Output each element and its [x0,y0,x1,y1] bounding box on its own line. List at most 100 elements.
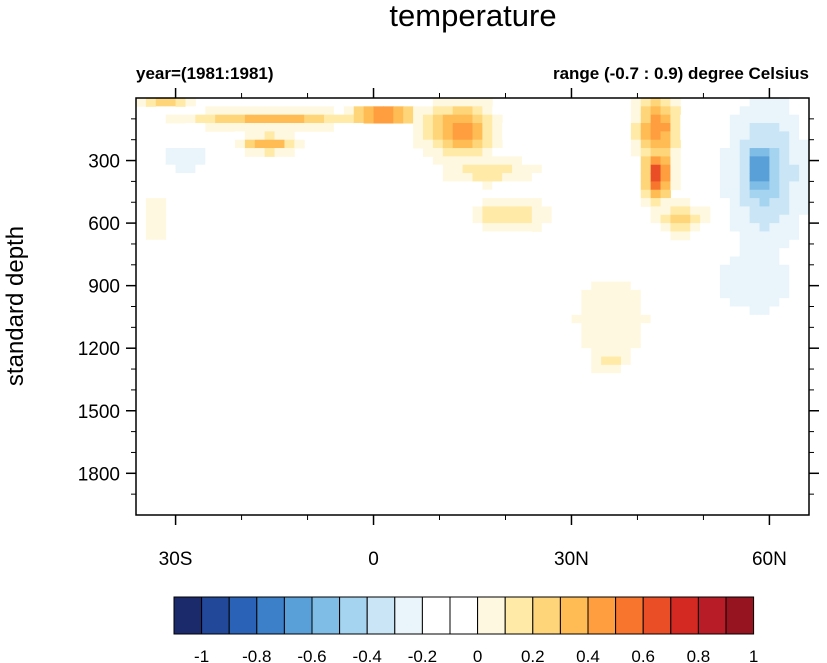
heatmap-cell [799,273,810,282]
heatmap-cell [324,123,335,132]
heatmap-cell [749,298,761,307]
heatmap-cell [601,298,612,307]
heatmap-cell [789,173,800,182]
heatmap-cell [779,206,790,216]
heatmap-cell [759,489,770,499]
heatmap-cell [244,106,256,116]
heatmap-cell [155,98,167,107]
heatmap-cell [630,339,642,349]
heatmap-cell [571,348,582,358]
heatmap-cell [749,106,761,116]
heatmap-cell [799,164,810,174]
heatmap-cell [779,231,790,241]
heatmap-cell [155,164,167,174]
heatmap-cell [739,264,751,274]
heatmap-cell [670,223,681,232]
heatmap-cell [729,231,741,241]
heatmap-cell [749,306,761,316]
heatmap-cell [630,289,642,299]
colorbar-swatch [559,596,589,635]
heatmap-cell [710,164,721,174]
heatmap-cell [660,131,671,141]
heatmap-cell [739,273,751,282]
heatmap-cell [789,223,800,232]
heatmap-cell [670,156,681,166]
heatmap-cell [482,189,493,199]
heatmap-cell [620,298,632,307]
heatmap-cell [799,189,810,199]
heatmap-cell [571,423,582,433]
heatmap-cell [581,364,592,374]
heatmap-cell [799,148,810,157]
heatmap-cell [155,239,167,249]
heatmap-cell [640,339,652,349]
heatmap-cell [175,98,186,107]
heatmap-cell [729,123,741,132]
heatmap-cell [442,156,454,166]
heatmap-cell [759,314,770,324]
heatmap-cell [145,189,157,199]
heatmap-cell [779,481,790,491]
x-tick-label: 0 [368,549,379,570]
heatmap-cell [581,323,592,333]
heatmap-cell [640,198,652,207]
heatmap-cell [710,198,721,207]
heatmap-cell [205,148,216,157]
heatmap-cell [581,273,592,282]
heatmap-cell [729,173,741,182]
heatmap-cell [601,306,612,316]
colorbar-tick-label: 1 [749,647,758,663]
heatmap-cell [254,106,266,116]
heatmap-cell [799,239,810,249]
heatmap-cell [640,348,652,358]
heatmap-cell [343,123,355,132]
heatmap-cell [799,139,810,149]
heatmap-cell [670,198,681,207]
heatmap-cell [581,356,592,366]
heatmap-cell [789,248,800,257]
heatmap-cell [620,364,632,374]
heatmap-cell [611,356,622,366]
heatmap-cell [650,156,662,166]
heatmap-cell [690,223,701,232]
heatmap-cell [611,281,622,291]
heatmap-cell [462,156,473,166]
heatmap-cell [680,223,691,232]
heatmap-cell [779,248,790,257]
heatmap-cell [719,273,731,282]
heatmap-cell [710,156,721,166]
heatmap-cell [521,198,533,207]
heatmap-cell [719,214,731,224]
heatmap-cell [234,139,246,149]
heatmap-cell [581,348,592,358]
heatmap-cell [620,331,632,341]
heatmap-cell [512,198,523,207]
heatmap-cell [620,373,632,383]
heatmap-cell [512,223,523,232]
heatmap-cell [531,198,543,207]
heatmap-cell [383,106,394,116]
heatmap-cell [680,114,691,124]
heatmap-cell [304,123,315,132]
heatmap-cell [145,214,157,224]
colorbar-swatch [173,596,203,635]
heatmap-cell [719,256,731,266]
heatmap-cell [769,98,780,107]
heatmap-cell [630,356,642,366]
heatmap-cell [779,198,790,207]
heatmap-cell [779,131,790,141]
colorbar-tick-label: 0.8 [687,647,711,663]
heatmap-cell [660,231,671,241]
heatmap-cell [611,364,622,374]
heatmap-cell [492,206,503,216]
heatmap-cell [601,273,612,282]
heatmap-cell [630,114,642,124]
heatmap-cell [452,148,464,157]
subtitle-right: range (-0.7 : 0.9) degree Celsius [553,64,809,83]
heatmap-cell [353,106,365,116]
chart-title: temperature [389,0,556,33]
heatmap-cell [571,439,582,449]
heatmap-cell [591,414,602,424]
heatmap-cell [749,181,761,191]
heatmap-cell [789,98,800,107]
